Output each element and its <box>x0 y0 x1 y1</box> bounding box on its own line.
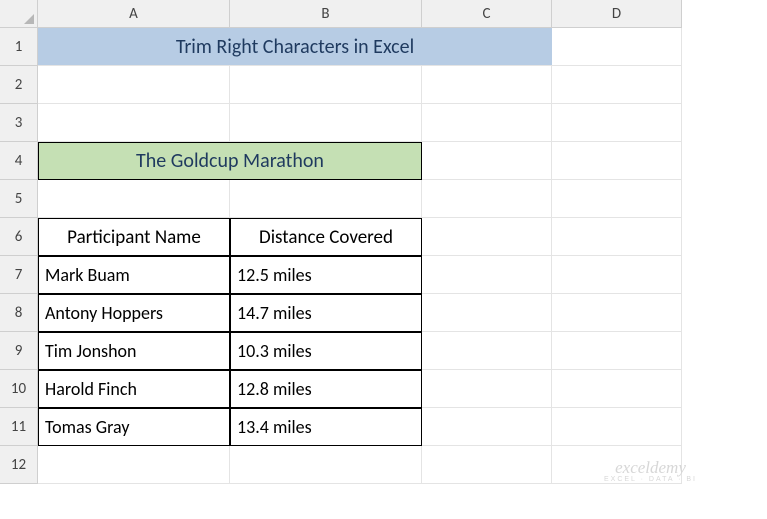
row-header-5[interactable]: 5 <box>0 180 38 218</box>
cell-C7[interactable] <box>422 256 552 294</box>
cell-D1[interactable] <box>552 28 682 66</box>
cell-A3[interactable] <box>38 104 230 142</box>
table-row[interactable]: Mark Buam <box>38 256 230 294</box>
cell-D10[interactable] <box>552 370 682 408</box>
cell-D7[interactable] <box>552 256 682 294</box>
cell-B3[interactable] <box>230 104 422 142</box>
table-row[interactable]: 10.3 miles <box>230 332 422 370</box>
col-header-B[interactable]: B <box>230 0 422 28</box>
cell-C3[interactable] <box>422 104 552 142</box>
cell-D2[interactable] <box>552 66 682 104</box>
table-row[interactable]: Tim Jonshon <box>38 332 230 370</box>
cell-A2[interactable] <box>38 66 230 104</box>
row-header-2[interactable]: 2 <box>0 66 38 104</box>
table-row[interactable]: Tomas Gray <box>38 408 230 446</box>
table-row[interactable]: 12.5 miles <box>230 256 422 294</box>
cell-A12[interactable] <box>38 446 230 484</box>
row-header-10[interactable]: 10 <box>0 370 38 408</box>
select-all-corner[interactable] <box>0 0 38 28</box>
row-header-6[interactable]: 6 <box>0 218 38 256</box>
cell-B5[interactable] <box>230 180 422 218</box>
cell-C4[interactable] <box>422 142 552 180</box>
table-row[interactable]: 12.8 miles <box>230 370 422 408</box>
row-header-7[interactable]: 7 <box>0 256 38 294</box>
cell-C5[interactable] <box>422 180 552 218</box>
cell-B12[interactable] <box>230 446 422 484</box>
col-header-D[interactable]: D <box>552 0 682 28</box>
table-row[interactable]: Harold Finch <box>38 370 230 408</box>
cell-D4[interactable] <box>552 142 682 180</box>
table-row[interactable]: 13.4 miles <box>230 408 422 446</box>
cell-C2[interactable] <box>422 66 552 104</box>
row-header-12[interactable]: 12 <box>0 446 38 484</box>
cell-D11[interactable] <box>552 408 682 446</box>
cell-D3[interactable] <box>552 104 682 142</box>
cell-C10[interactable] <box>422 370 552 408</box>
row-header-9[interactable]: 9 <box>0 332 38 370</box>
cell-C6[interactable] <box>422 218 552 256</box>
row-header-1[interactable]: 1 <box>0 28 38 66</box>
watermark-main: exceldemy <box>604 459 697 476</box>
cell-D8[interactable] <box>552 294 682 332</box>
table-header-distance[interactable]: Distance Covered <box>230 218 422 256</box>
table-row[interactable]: Antony Hoppers <box>38 294 230 332</box>
watermark-sub: EXCEL · DATA · BI <box>604 476 697 483</box>
cell-D6[interactable] <box>552 218 682 256</box>
cell-C12[interactable] <box>422 446 552 484</box>
spreadsheet-grid: A B C D 1 Trim Right Characters in Excel… <box>0 0 767 484</box>
cell-C11[interactable] <box>422 408 552 446</box>
row-header-11[interactable]: 11 <box>0 408 38 446</box>
cell-D5[interactable] <box>552 180 682 218</box>
page-title[interactable]: Trim Right Characters in Excel <box>38 28 552 66</box>
cell-D9[interactable] <box>552 332 682 370</box>
subtitle[interactable]: The Goldcup Marathon <box>38 142 422 180</box>
row-header-3[interactable]: 3 <box>0 104 38 142</box>
cell-A5[interactable] <box>38 180 230 218</box>
table-header-participant[interactable]: Participant Name <box>38 218 230 256</box>
col-header-C[interactable]: C <box>422 0 552 28</box>
row-header-4[interactable]: 4 <box>0 142 38 180</box>
cell-C9[interactable] <box>422 332 552 370</box>
table-row[interactable]: 14.7 miles <box>230 294 422 332</box>
row-header-8[interactable]: 8 <box>0 294 38 332</box>
cell-B2[interactable] <box>230 66 422 104</box>
cell-C8[interactable] <box>422 294 552 332</box>
col-header-A[interactable]: A <box>38 0 230 28</box>
watermark: exceldemy EXCEL · DATA · BI <box>604 459 697 483</box>
